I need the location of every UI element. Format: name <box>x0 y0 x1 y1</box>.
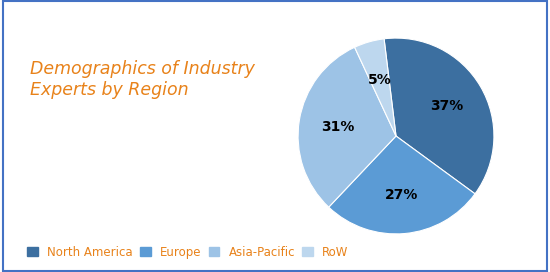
Wedge shape <box>298 47 396 207</box>
Text: 5%: 5% <box>368 73 392 86</box>
Legend: North America, Europe, Asia-Pacific, RoW: North America, Europe, Asia-Pacific, RoW <box>23 241 353 263</box>
Wedge shape <box>329 136 475 234</box>
Text: 31%: 31% <box>321 120 355 134</box>
Wedge shape <box>384 38 494 194</box>
Text: Demographics of Industry
Experts by Region: Demographics of Industry Experts by Regi… <box>30 60 255 99</box>
Wedge shape <box>355 39 396 136</box>
Text: 27%: 27% <box>384 187 418 202</box>
Text: 37%: 37% <box>430 99 463 113</box>
